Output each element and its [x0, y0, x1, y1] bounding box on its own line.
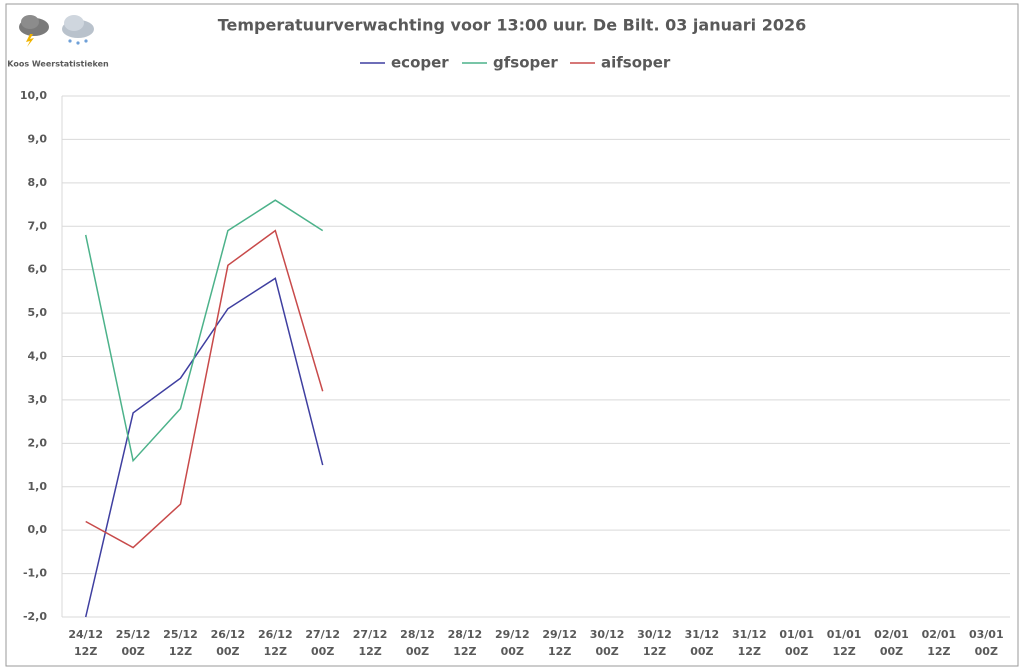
legend-label: ecoper	[391, 54, 449, 72]
y-tick-label: 7,0	[28, 219, 48, 232]
x-tick-label: 29/12 12Z	[542, 628, 577, 658]
legend-label: aifsoper	[601, 54, 671, 72]
x-tick-label: 29/12 00Z	[494, 628, 530, 658]
y-tick-label: 5,0	[28, 306, 48, 319]
line-series	[84, 199, 324, 463]
x-tick-label: 01/01 12Z	[826, 628, 862, 658]
x-tick-label: 26/12 00Z	[210, 628, 246, 658]
x-tick-label: 03/01 00Z	[968, 628, 1004, 658]
y-tick-label: 8,0	[28, 176, 48, 189]
logo-icons	[19, 15, 94, 47]
x-tick-label: 28/12 00Z	[400, 628, 435, 658]
y-tick-label: -1,0	[23, 567, 47, 580]
y-tick-label: 4,0	[28, 350, 48, 363]
x-tick-label: 31/12 00Z	[684, 628, 720, 658]
x-tick-label: 01/01 00Z	[779, 628, 814, 658]
x-tick-label: 25/12 00Z	[115, 628, 151, 658]
y-tick-label: 9,0	[28, 132, 48, 145]
y-tick-label: 10,0	[20, 89, 47, 102]
chart-title: Temperatuurverwachting voor 13:00 uur. D…	[218, 16, 807, 35]
legend-label: gfsoper	[493, 54, 558, 72]
x-tick-label: 02/01 12Z	[921, 628, 957, 658]
y-tick-label: 3,0	[28, 393, 48, 406]
line-series	[85, 229, 324, 549]
y-tick-label: 2,0	[28, 436, 48, 449]
x-tick-label: 27/12 00Z	[305, 628, 340, 658]
y-tick-label: 1,0	[28, 480, 48, 493]
x-tick-label: 31/12 12Z	[731, 628, 767, 658]
x-tick-label: 25/12 12Z	[163, 628, 198, 658]
y-tick-label: 0,0	[28, 523, 48, 536]
y-tick-label: -2,0	[23, 610, 47, 623]
y-tick-label: 6,0	[28, 263, 48, 276]
x-tick-label: 02/01 00Z	[874, 628, 909, 658]
x-tick-label: 27/12 12Z	[352, 628, 388, 658]
x-tick-label: 28/12 12Z	[447, 628, 483, 658]
frame	[5, 3, 1019, 667]
x-tick-label: 30/12 00Z	[589, 628, 625, 658]
line-series	[84, 277, 324, 618]
x-tick-label: 24/12 12Z	[68, 628, 103, 658]
x-tick-label: 26/12 12Z	[257, 628, 293, 658]
logo-text: Koos Weerstatistieken	[7, 60, 109, 69]
x-tick-label: 30/12 12Z	[637, 628, 672, 658]
